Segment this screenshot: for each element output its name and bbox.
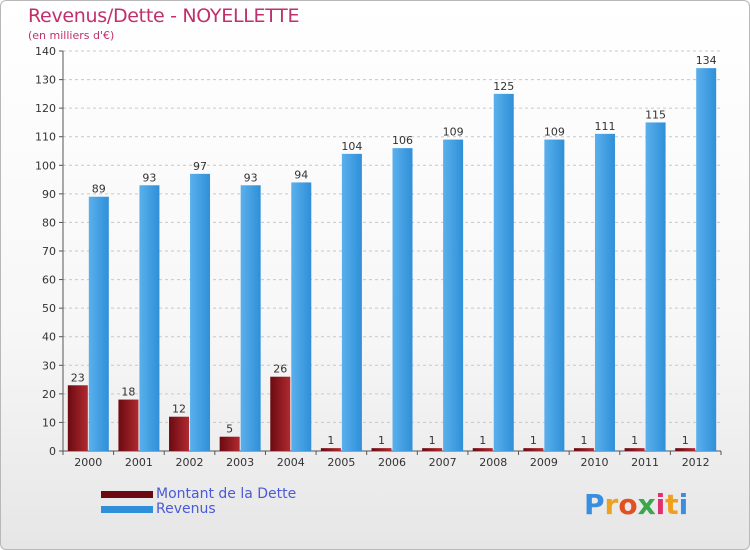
y-tick-label: 70	[42, 245, 56, 258]
bar-dette	[371, 448, 392, 451]
data-label-dette: 1	[631, 434, 638, 447]
bar-dette	[523, 448, 544, 451]
bar-revenus	[240, 185, 261, 452]
data-label-revenus: 93	[142, 171, 156, 184]
bar-revenus	[594, 133, 615, 451]
y-tick-label: 110	[35, 131, 56, 144]
data-label-dette: 1	[682, 434, 689, 447]
data-label-dette: 23	[71, 371, 85, 384]
legend-swatch-dette	[101, 491, 153, 498]
data-label-dette: 1	[378, 434, 385, 447]
data-label-dette: 26	[273, 363, 287, 376]
bar-revenus	[645, 122, 666, 451]
bar-revenus	[696, 68, 717, 452]
x-tick-label: 2005	[327, 456, 355, 469]
bar-revenus	[493, 93, 514, 451]
data-label-dette: 1	[327, 434, 334, 447]
x-tick-label: 2010	[580, 456, 608, 469]
x-tick-label: 2011	[631, 456, 659, 469]
bar-revenus	[443, 139, 464, 452]
data-label-dette: 5	[226, 423, 233, 436]
y-tick-label: 80	[42, 216, 56, 229]
data-label-dette: 18	[121, 386, 135, 399]
logo-letter: x	[637, 488, 656, 521]
legend-swatch-revenus	[101, 506, 153, 513]
bar-revenus	[88, 196, 109, 451]
bar-dette	[422, 448, 443, 451]
y-tick-label: 50	[42, 302, 56, 315]
chart-title: Revenus/Dette - NOYELLETTE	[28, 5, 300, 27]
data-label-revenus: 93	[244, 171, 258, 184]
data-label-revenus: 97	[193, 160, 207, 173]
data-label-dette: 1	[530, 434, 537, 447]
data-label-dette: 1	[479, 434, 486, 447]
data-label-dette: 12	[172, 403, 186, 416]
data-label-revenus: 89	[92, 183, 106, 196]
bar-dette	[219, 436, 240, 451]
x-tick-label: 2006	[378, 456, 406, 469]
data-label-revenus: 94	[294, 168, 308, 181]
data-label-revenus: 109	[544, 126, 565, 139]
data-label-revenus: 125	[493, 80, 514, 93]
x-tick-label: 2001	[125, 456, 153, 469]
bar-dette	[118, 399, 139, 451]
data-label-revenus: 111	[594, 120, 615, 133]
bar-dette	[624, 448, 645, 451]
y-tick-label: 10	[42, 416, 56, 429]
bar-revenus	[392, 148, 413, 451]
legend-label-dette: Montant de la Dette	[156, 486, 297, 502]
y-tick-label: 30	[42, 359, 56, 372]
data-label-dette: 1	[429, 434, 436, 447]
y-tick-label: 120	[35, 102, 56, 115]
bar-dette	[169, 416, 190, 451]
x-tick-label: 2000	[74, 456, 102, 469]
x-tick-label: 2004	[277, 456, 305, 469]
data-label-revenus: 115	[645, 108, 666, 121]
bar-revenus	[190, 173, 211, 451]
x-tick-label: 2002	[176, 456, 204, 469]
y-tick-label: 90	[42, 188, 56, 201]
logo-letter: i	[655, 488, 666, 521]
bar-dette	[573, 448, 594, 451]
x-tick-label: 2008	[479, 456, 507, 469]
y-tick-label: 130	[35, 74, 56, 87]
y-tick-label: 40	[42, 331, 56, 344]
y-tick-label: 140	[35, 45, 56, 58]
proxiti-logo: Proxiti	[584, 488, 688, 521]
data-label-revenus: 104	[341, 140, 362, 153]
bar-dette	[675, 448, 696, 451]
bar-dette	[320, 448, 341, 451]
data-label-dette: 1	[580, 434, 587, 447]
bar-revenus	[544, 139, 565, 452]
bar-revenus	[139, 185, 160, 452]
y-tick-label: 60	[42, 274, 56, 287]
data-label-revenus: 106	[392, 134, 413, 147]
y-tick-label: 20	[42, 388, 56, 401]
logo-letter: P	[584, 488, 605, 521]
y-tick-label: 0	[49, 445, 56, 458]
data-label-revenus: 134	[696, 54, 717, 67]
x-tick-label: 2003	[226, 456, 254, 469]
bar-revenus	[291, 182, 312, 451]
bar-dette	[67, 385, 88, 451]
x-tick-label: 2012	[682, 456, 710, 469]
y-tick-label: 100	[35, 159, 56, 172]
data-label-revenus: 109	[443, 126, 464, 139]
logo-letter: o	[618, 488, 638, 521]
bar-dette	[270, 376, 291, 451]
chart-subtitle: (en milliers d'€)	[28, 29, 115, 42]
bar-revenus	[341, 153, 362, 451]
logo-letter: r	[604, 488, 619, 521]
logo-letter: t	[665, 488, 679, 521]
logo-letter: i	[678, 488, 689, 521]
x-tick-label: 2009	[530, 456, 558, 469]
bar-dette	[472, 448, 493, 451]
legend-label-revenus: Revenus	[156, 501, 216, 517]
x-tick-label: 2007	[429, 456, 457, 469]
